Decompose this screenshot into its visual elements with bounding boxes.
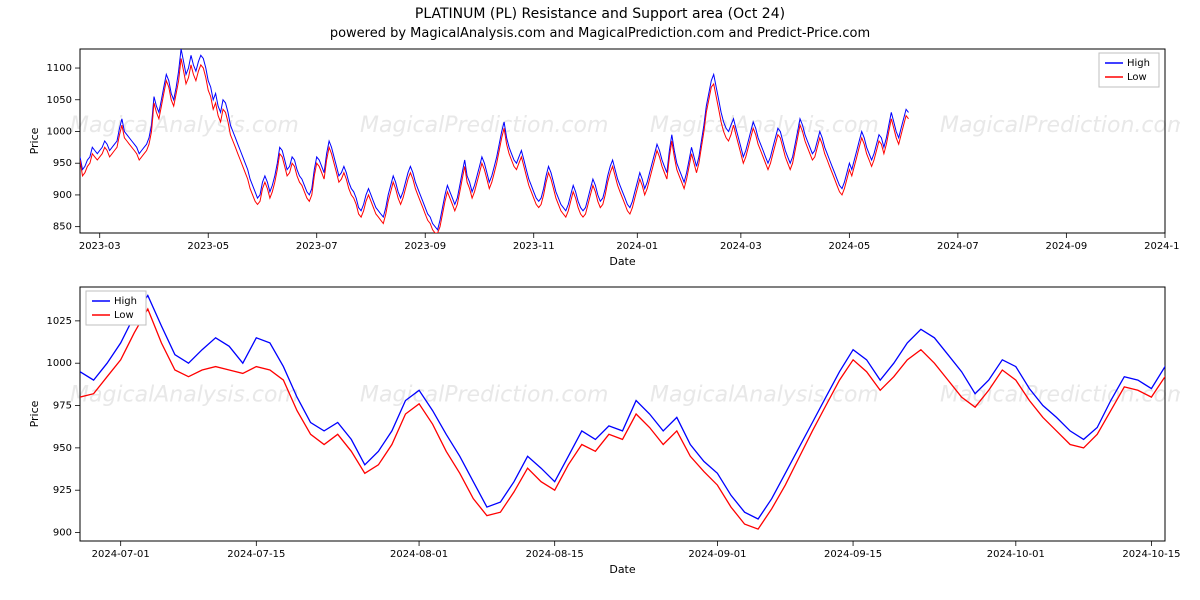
svg-text:925: 925 <box>53 485 72 496</box>
svg-text:2024-11: 2024-11 <box>1144 241 1180 252</box>
top-chart-svg: MagicalAnalysis.com MagicalPrediction.com… <box>20 43 1180 273</box>
svg-text:2023-07: 2023-07 <box>296 241 338 252</box>
svg-text:2024-10-01: 2024-10-01 <box>987 549 1045 560</box>
svg-text:MagicalAnalysis.com: MagicalAnalysis.com <box>650 113 879 138</box>
svg-text:1000: 1000 <box>47 358 72 369</box>
svg-text:MagicalPrediction.com: MagicalPrediction.com <box>360 382 608 407</box>
svg-text:MagicalPrediction.com: MagicalPrediction.com <box>940 382 1180 407</box>
svg-text:1025: 1025 <box>47 316 72 327</box>
svg-text:Price: Price <box>28 127 41 154</box>
svg-text:2024-07-15: 2024-07-15 <box>227 549 285 560</box>
svg-text:Date: Date <box>609 255 636 268</box>
svg-text:MagicalAnalysis.com: MagicalAnalysis.com <box>70 113 299 138</box>
bottom-chart-container: MagicalAnalysis.com MagicalPrediction.com… <box>20 281 1180 581</box>
svg-text:Low: Low <box>114 310 134 321</box>
svg-text:2024-08-01: 2024-08-01 <box>390 549 448 560</box>
svg-text:2024-09-01: 2024-09-01 <box>688 549 746 560</box>
svg-text:2023-09: 2023-09 <box>404 241 446 252</box>
svg-text:900: 900 <box>53 528 72 539</box>
bottom-chart-svg: MagicalAnalysis.com MagicalPrediction.com… <box>20 281 1180 581</box>
svg-text:2024-01: 2024-01 <box>616 241 658 252</box>
svg-text:2024-07: 2024-07 <box>937 241 979 252</box>
svg-text:2024-05: 2024-05 <box>828 241 870 252</box>
svg-text:MagicalPrediction.com: MagicalPrediction.com <box>940 113 1180 138</box>
svg-text:2024-09: 2024-09 <box>1045 241 1087 252</box>
svg-text:2024-03: 2024-03 <box>720 241 762 252</box>
svg-text:2024-10-15: 2024-10-15 <box>1122 549 1180 560</box>
chart-subtitle: powered by MagicalAnalysis.com and Magic… <box>0 22 1200 43</box>
svg-text:Price: Price <box>28 400 41 427</box>
svg-text:1050: 1050 <box>47 95 72 106</box>
top-chart-container: MagicalAnalysis.com MagicalPrediction.com… <box>20 43 1180 273</box>
svg-text:High: High <box>114 296 137 307</box>
svg-text:1000: 1000 <box>47 126 72 137</box>
svg-text:950: 950 <box>53 443 72 454</box>
svg-text:1100: 1100 <box>47 63 72 74</box>
svg-text:2024-07-01: 2024-07-01 <box>92 549 150 560</box>
svg-text:2024-08-15: 2024-08-15 <box>526 549 584 560</box>
svg-text:Low: Low <box>1127 72 1147 83</box>
svg-text:MagicalAnalysis.com: MagicalAnalysis.com <box>70 382 299 407</box>
chart-title: PLATINUM (PL) Resistance and Support are… <box>0 0 1200 22</box>
svg-text:MagicalPrediction.com: MagicalPrediction.com <box>360 113 608 138</box>
svg-text:900: 900 <box>53 190 72 201</box>
svg-text:2023-03: 2023-03 <box>79 241 121 252</box>
svg-text:Date: Date <box>609 563 636 576</box>
svg-text:2023-11: 2023-11 <box>513 241 555 252</box>
svg-text:975: 975 <box>53 401 72 412</box>
svg-text:2024-09-15: 2024-09-15 <box>824 549 882 560</box>
svg-text:850: 850 <box>53 222 72 233</box>
svg-text:950: 950 <box>53 158 72 169</box>
svg-text:MagicalAnalysis.com: MagicalAnalysis.com <box>650 382 879 407</box>
svg-text:2023-05: 2023-05 <box>187 241 229 252</box>
svg-text:High: High <box>1127 58 1150 69</box>
